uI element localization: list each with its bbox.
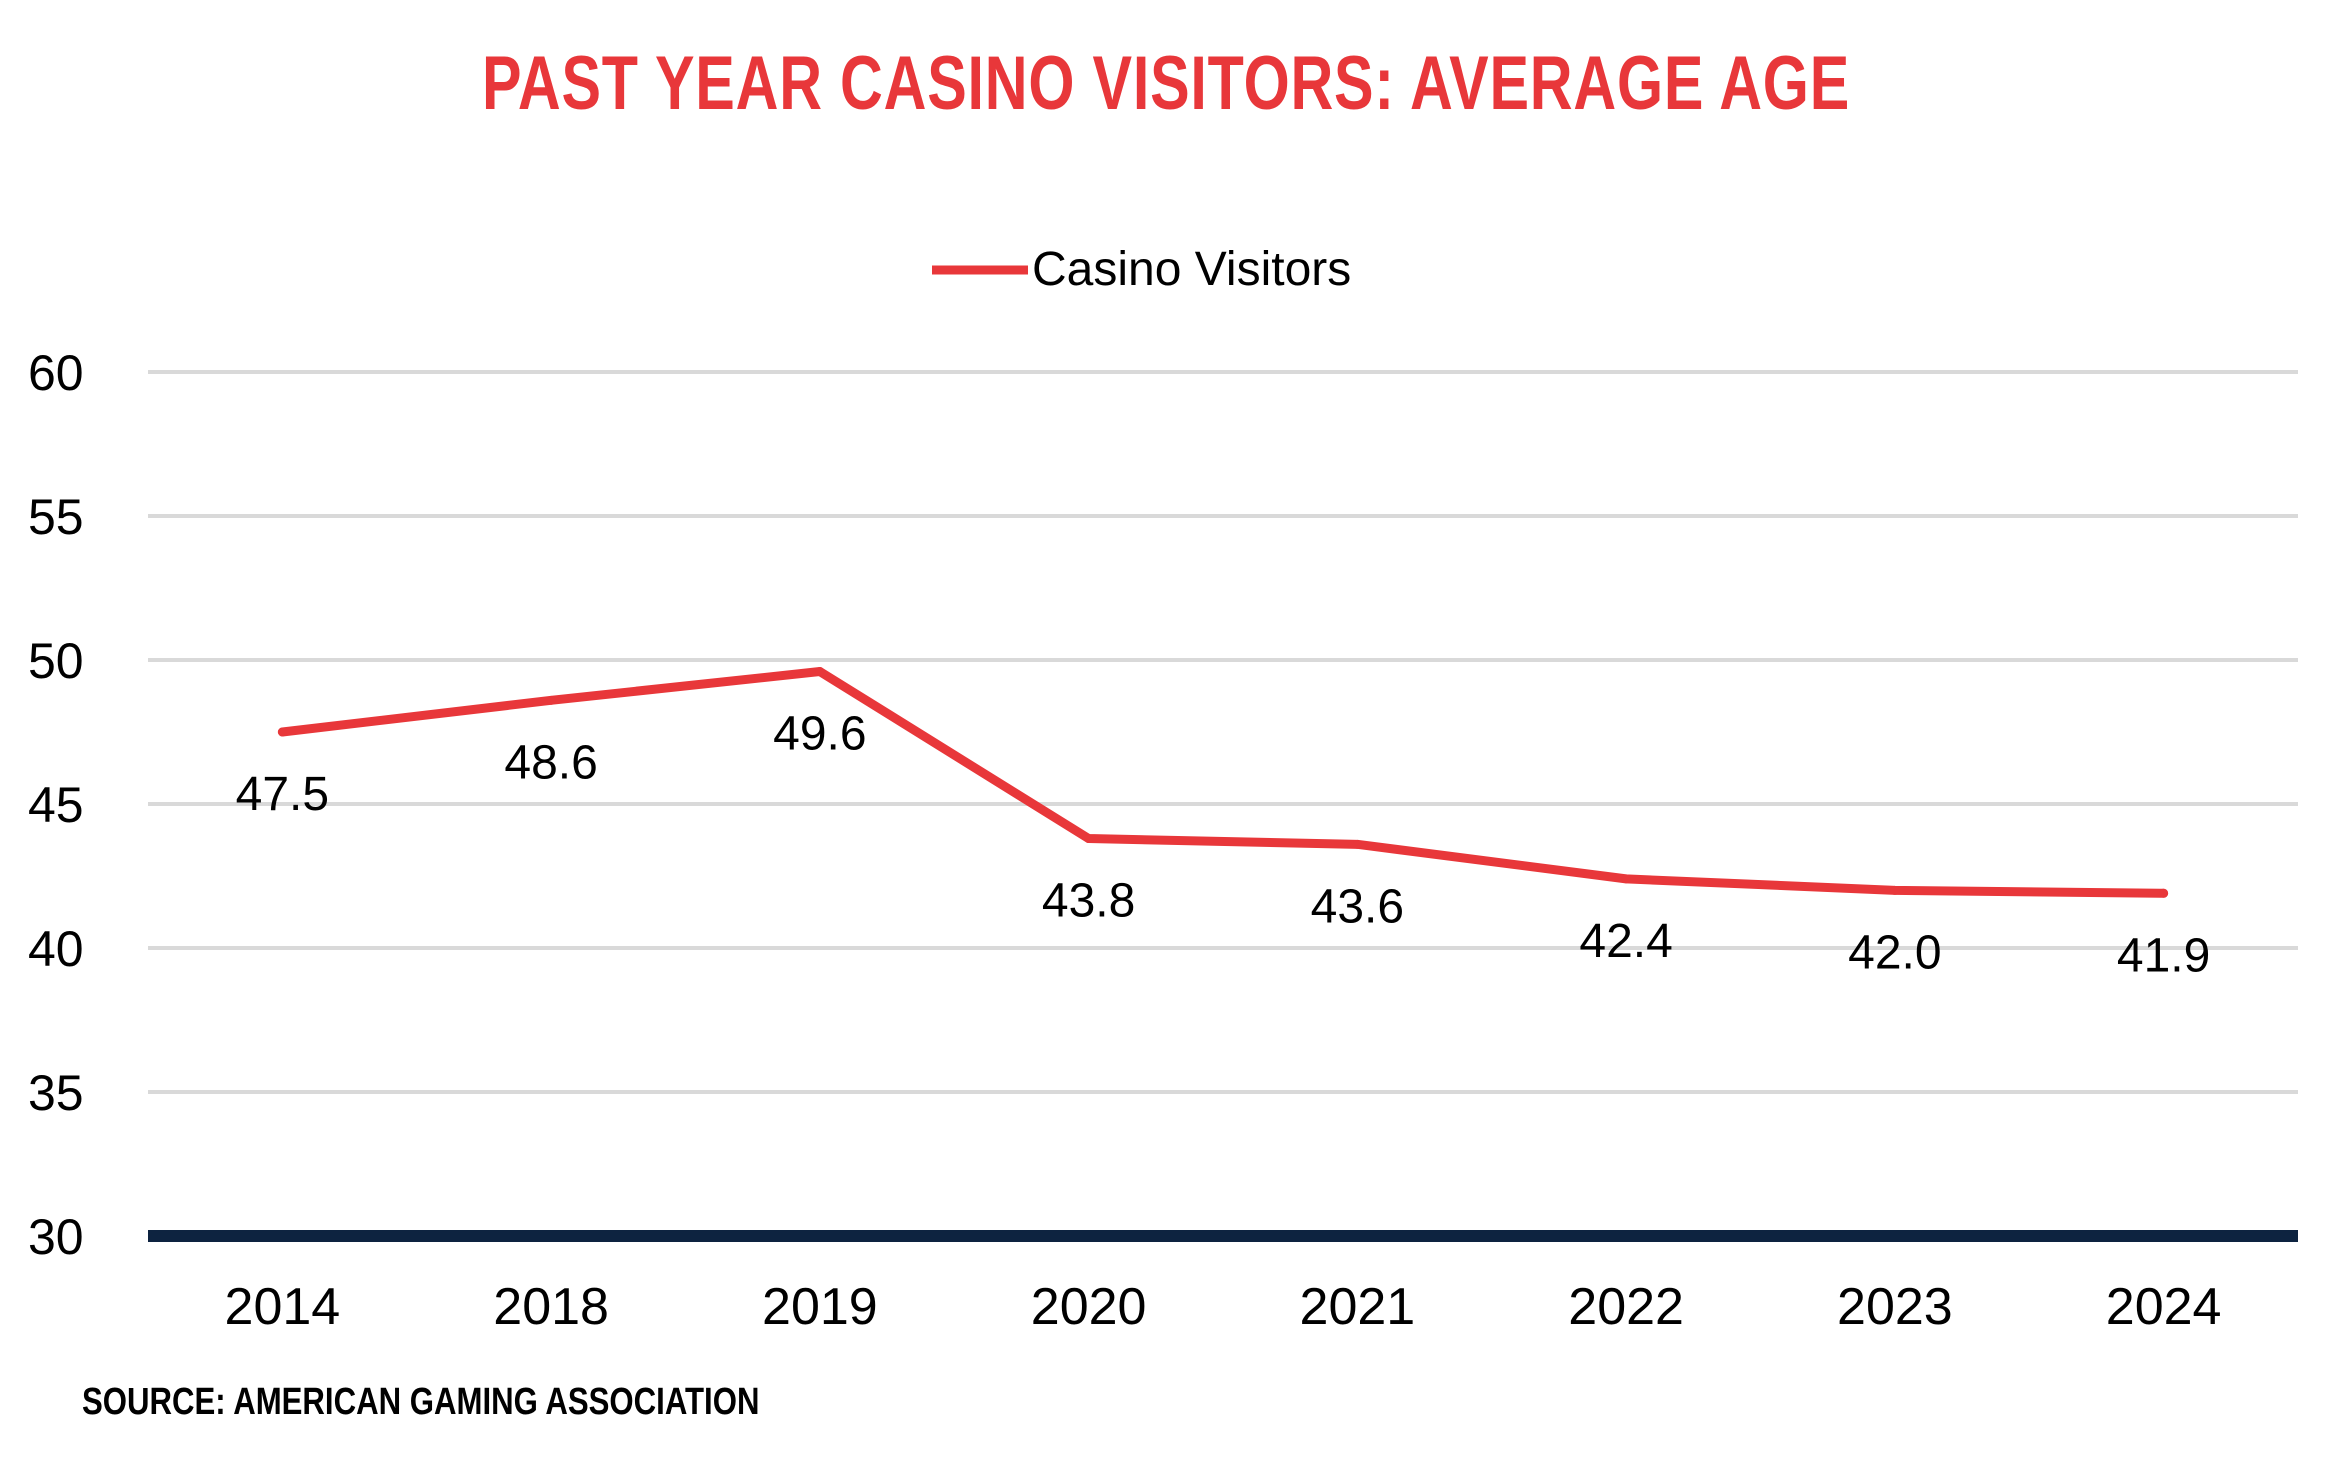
data-point-2014 (277, 727, 287, 737)
x-tick-label-2014: 2014 (225, 1278, 341, 1336)
data-label-2021: 43.6 (1311, 880, 1404, 933)
x-axis-tick-labels: 2014 2018 2019 2020 2021 2022 2023 2024 (225, 1278, 2222, 1336)
x-tick-label-2021: 2021 (1300, 1278, 1416, 1336)
data-label-2014: 47.5 (236, 768, 329, 821)
legend: Casino Visitors (932, 243, 1351, 296)
chart-title: PAST YEAR CASINO VISITORS: AVERAGE AGE (481, 41, 1851, 126)
x-tick-label-2018: 2018 (493, 1278, 609, 1336)
data-point-2021 (1352, 839, 1362, 849)
data-label-2024: 41.9 (2117, 929, 2210, 982)
data-point-2019 (815, 667, 825, 677)
y-tick-label-50: 50 (28, 633, 84, 689)
data-label-2022: 42.4 (1579, 915, 1672, 968)
y-tick-label-40: 40 (28, 921, 84, 977)
data-label-2018: 48.6 (504, 736, 597, 789)
series-casino-visitors (277, 667, 2169, 898)
source-note: SOURCE: AMERICAN GAMING ASSOCIATION (82, 1381, 760, 1423)
data-label-2020: 43.8 (1042, 875, 1135, 928)
x-tick-label-2020: 2020 (1031, 1278, 1147, 1336)
x-tick-label-2023: 2023 (1837, 1278, 1953, 1336)
y-tick-label-30: 30 (28, 1209, 84, 1265)
x-tick-label-2019: 2019 (762, 1278, 878, 1336)
x-tick-label-2022: 2022 (1568, 1278, 1684, 1336)
y-tick-label-55: 55 (28, 489, 84, 545)
data-point-2018 (546, 695, 556, 705)
x-tick-label-2024: 2024 (2106, 1278, 2222, 1336)
y-tick-label-60: 60 (28, 345, 84, 401)
data-point-2023 (1890, 885, 1900, 895)
y-tick-label-35: 35 (28, 1065, 84, 1121)
gridlines (148, 370, 2298, 1094)
data-point-2020 (1084, 834, 1094, 844)
y-tick-label-45: 45 (28, 777, 84, 833)
legend-label: Casino Visitors (1032, 243, 1351, 296)
data-point-2024 (2159, 888, 2169, 898)
data-labels: 47.5 48.6 49.6 43.8 43.6 42.4 42.0 41.9 (236, 708, 2211, 983)
series-line (277, 667, 2169, 898)
y-axis-tick-labels: 60 55 50 45 40 35 30 (28, 345, 84, 1265)
data-point-2022 (1621, 874, 1631, 884)
data-label-2023: 42.0 (1848, 926, 1941, 979)
data-label-2019: 49.6 (773, 708, 866, 761)
